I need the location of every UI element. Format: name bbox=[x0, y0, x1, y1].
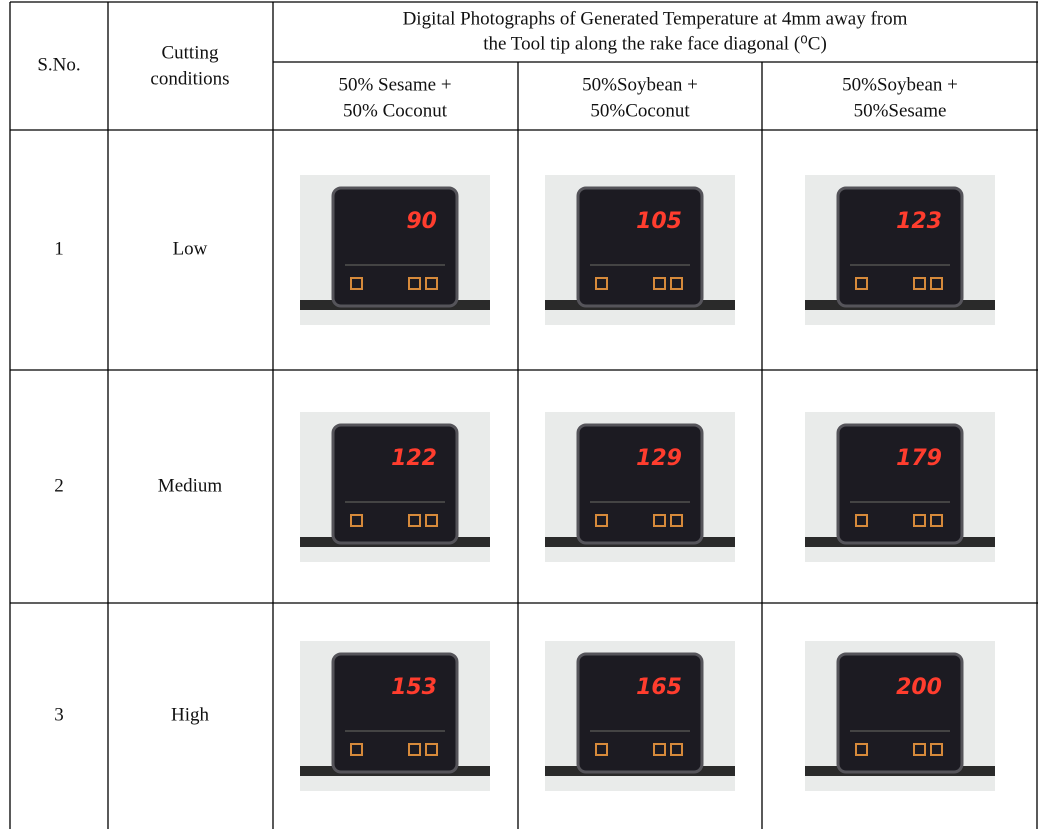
photo: 123 bbox=[805, 175, 995, 325]
device-body bbox=[576, 423, 704, 545]
device-button bbox=[913, 277, 926, 290]
device-reading: 122 bbox=[391, 446, 437, 471]
device-button bbox=[930, 277, 943, 290]
header-cutting: conditions bbox=[150, 68, 229, 89]
column-header: 50%Soybean + bbox=[582, 74, 698, 95]
device-button bbox=[653, 277, 666, 290]
row-condition: High bbox=[171, 704, 210, 725]
device-button bbox=[350, 743, 363, 756]
header-sno: S.No. bbox=[37, 54, 80, 75]
device-button bbox=[653, 743, 666, 756]
row-sno: 2 bbox=[54, 475, 64, 496]
row-condition: Low bbox=[173, 238, 208, 259]
device-reading: 129 bbox=[636, 446, 682, 471]
column-header: 50%Coconut bbox=[590, 100, 690, 121]
photo: 129 bbox=[545, 412, 735, 562]
table-grid bbox=[9, 1, 1038, 829]
device-button bbox=[425, 277, 438, 290]
photo: 165 bbox=[545, 641, 735, 791]
device-button bbox=[913, 743, 926, 756]
photo: 179 bbox=[805, 412, 995, 562]
device-body bbox=[836, 186, 964, 308]
device-button bbox=[913, 514, 926, 527]
photo: 153 bbox=[300, 641, 490, 791]
device-button bbox=[350, 514, 363, 527]
device-reading: 90 bbox=[406, 209, 437, 234]
photo: 200 bbox=[805, 641, 995, 791]
row-sno: 1 bbox=[54, 238, 64, 259]
device-body bbox=[576, 652, 704, 774]
device-reading: 153 bbox=[391, 675, 437, 700]
column-header: 50% Sesame + bbox=[338, 74, 451, 95]
device-button bbox=[350, 277, 363, 290]
photo: 122 bbox=[300, 412, 490, 562]
device-button bbox=[930, 514, 943, 527]
photo: 105 bbox=[545, 175, 735, 325]
photo: 90 bbox=[300, 175, 490, 325]
header-cutting: Cutting bbox=[161, 42, 219, 63]
device-reading: 200 bbox=[896, 675, 942, 700]
device-button bbox=[595, 277, 608, 290]
device-button bbox=[930, 743, 943, 756]
header-span: the Tool tip along the rake face diagona… bbox=[483, 33, 827, 54]
device-body bbox=[331, 652, 459, 774]
device-body bbox=[576, 186, 704, 308]
device-button bbox=[425, 514, 438, 527]
device-button bbox=[595, 514, 608, 527]
device-button bbox=[855, 743, 868, 756]
device-button bbox=[855, 514, 868, 527]
device-button bbox=[408, 514, 421, 527]
device-reading: 165 bbox=[636, 675, 682, 700]
device-button bbox=[408, 743, 421, 756]
device-body bbox=[836, 652, 964, 774]
header-span: Digital Photographs of Generated Tempera… bbox=[403, 8, 908, 29]
device-button bbox=[653, 514, 666, 527]
column-header: 50% Coconut bbox=[343, 100, 448, 121]
device-button bbox=[670, 277, 683, 290]
device-body bbox=[331, 423, 459, 545]
device-body bbox=[836, 423, 964, 545]
row-condition: Medium bbox=[158, 475, 223, 496]
column-header: 50%Soybean + bbox=[842, 74, 958, 95]
device-reading: 179 bbox=[896, 446, 942, 471]
device-button bbox=[595, 743, 608, 756]
device-reading: 105 bbox=[636, 209, 682, 234]
row-sno: 3 bbox=[54, 704, 64, 725]
device-button bbox=[670, 514, 683, 527]
device-button bbox=[425, 743, 438, 756]
column-header: 50%Sesame bbox=[854, 100, 947, 121]
device-button bbox=[855, 277, 868, 290]
device-button bbox=[408, 277, 421, 290]
device-body bbox=[331, 186, 459, 308]
device-reading: 123 bbox=[896, 209, 942, 234]
device-button bbox=[670, 743, 683, 756]
